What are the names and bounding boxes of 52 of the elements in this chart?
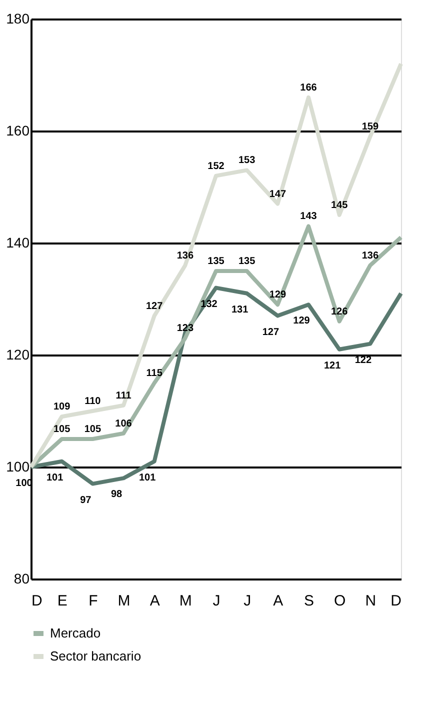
data-label: 135: [238, 256, 256, 267]
y-tick-label: 140: [6, 234, 30, 250]
data-label: 126: [330, 306, 348, 318]
data-label: 129: [293, 316, 310, 327]
data-label: 109: [53, 402, 71, 413]
data-label: 127: [262, 326, 280, 338]
legend-label: Sector bancario: [50, 648, 142, 664]
x-tick-label: S: [304, 592, 314, 610]
data-label: 135: [208, 256, 225, 267]
x-tick-label: N: [365, 592, 376, 610]
x-tick-label: D: [390, 592, 402, 610]
data-label: 101: [46, 472, 64, 484]
data-label: 115: [146, 368, 163, 379]
x-tick-label: F: [88, 592, 98, 610]
x-tick-label: A: [150, 592, 160, 610]
data-label: 101: [138, 472, 156, 484]
data-label: 136: [362, 250, 379, 262]
x-tick-label: D: [32, 592, 42, 610]
data-label: 129: [269, 290, 286, 301]
data-label: 166: [300, 82, 318, 94]
data-label: 121: [324, 360, 342, 372]
y-tick-label: 80: [14, 570, 30, 586]
y-tick-label: 160: [6, 122, 30, 138]
data-label: 159: [362, 122, 379, 133]
x-tick-label: O: [334, 592, 346, 610]
data-label: 127: [146, 300, 164, 312]
data-label: 143: [300, 211, 318, 222]
data-label: 110: [84, 396, 102, 407]
legend-label: Mercado: [50, 626, 101, 640]
data-label: 152: [208, 160, 225, 172]
x-tick-label: J: [244, 592, 252, 610]
data-label: 145: [330, 200, 348, 211]
x-tick-label: J: [212, 592, 220, 610]
data-label: 97: [80, 494, 92, 506]
data-label: 136: [176, 250, 194, 262]
x-tick-label: A: [273, 592, 284, 610]
data-label: 98: [110, 489, 122, 500]
data-label: 147: [269, 188, 286, 200]
data-label: 106: [115, 418, 132, 430]
x-tick-label: M: [179, 592, 192, 610]
y-tick-label: 120: [6, 346, 30, 362]
x-tick-label: M: [118, 592, 130, 610]
data-label: 105: [84, 424, 102, 435]
line-series: [29, 224, 403, 469]
x-tick-label: E: [57, 592, 68, 610]
data-label: 111: [116, 390, 132, 402]
data-label: 153: [238, 155, 256, 166]
data-label: 131: [231, 304, 249, 316]
data-label: 105: [53, 424, 71, 435]
y-tick-label: 180: [6, 10, 30, 26]
line-series: [29, 286, 403, 486]
y-tick-label: 100: [6, 458, 30, 474]
